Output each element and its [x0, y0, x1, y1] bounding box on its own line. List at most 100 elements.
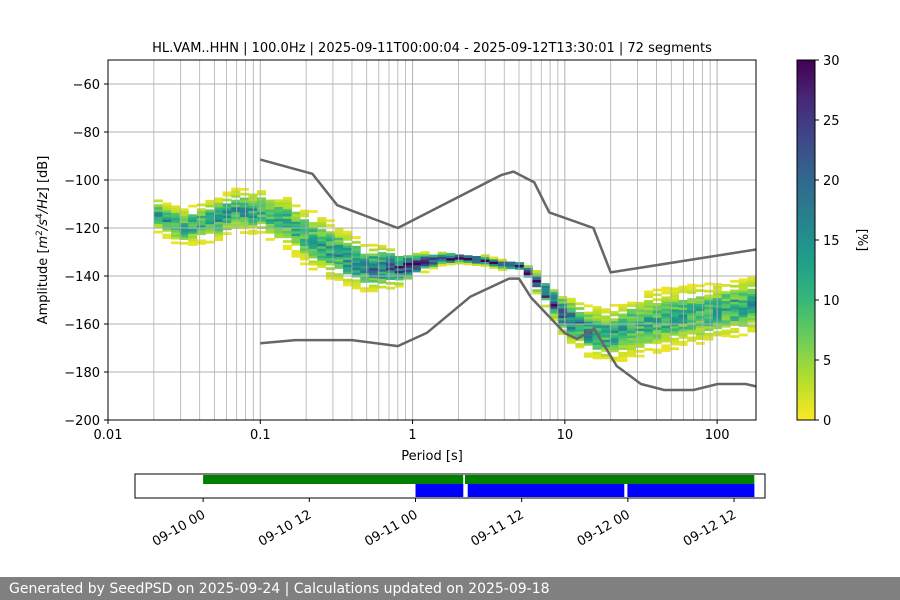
psd-density-cell — [626, 347, 636, 351]
psd-density-cell — [282, 228, 292, 231]
psd-density-cell — [291, 211, 301, 215]
psd-density-cell — [747, 279, 757, 282]
psd-density-cell — [162, 204, 172, 208]
psd-density-cell — [171, 229, 181, 233]
psd-density-cell — [282, 244, 292, 248]
colorbar-tick-label: 25 — [823, 114, 840, 129]
psd-density-cell — [291, 252, 301, 256]
psd-density-cell — [515, 266, 525, 270]
psd-density-cell — [386, 286, 396, 290]
psd-density-cell — [317, 257, 327, 261]
psd-density-cell — [635, 306, 645, 310]
psd-density-cell — [644, 304, 654, 308]
psd-density-cell — [566, 338, 576, 342]
psd-density-cell — [532, 279, 542, 283]
psd-density-cell — [231, 192, 241, 196]
psd-density-cell — [300, 233, 310, 237]
psd-density-cell — [205, 214, 215, 218]
psd-density-cell — [644, 302, 654, 306]
psd-density-cell — [738, 321, 748, 325]
psd-density-cell — [437, 254, 447, 257]
psd-density-cell — [403, 262, 413, 266]
psd-density-cell — [704, 304, 714, 307]
psd-density-cell — [274, 225, 284, 229]
psd-density-cell — [687, 319, 697, 323]
psd-density-cell — [377, 280, 387, 284]
psd-density-cell — [687, 286, 697, 289]
psd-density-cell — [300, 252, 310, 256]
psd-density-cell — [386, 281, 396, 285]
psd-density-cell — [687, 307, 697, 311]
psd-density-cell — [334, 237, 344, 241]
psd-density-cell — [205, 231, 215, 234]
psd-density-cell — [420, 260, 430, 264]
psd-density-cell — [300, 224, 310, 227]
psd-density-cell — [368, 260, 378, 264]
psd-density-cell — [188, 240, 198, 244]
psd-density-cell — [669, 294, 679, 298]
psd-density-cell — [583, 314, 593, 317]
psd-density-cell — [695, 332, 705, 336]
psd-density-cell — [721, 283, 731, 287]
psd-density-cell — [472, 263, 482, 267]
psd-density-cell — [196, 239, 206, 243]
psd-density-cell — [738, 280, 748, 284]
psd-density-cell — [652, 312, 662, 316]
psd-density-cell — [291, 216, 301, 220]
psd-density-cell — [661, 339, 671, 343]
psd-density-cell — [652, 324, 662, 328]
psd-density-cell — [730, 294, 740, 298]
psd-density-cell — [558, 332, 568, 335]
psd-density-cell — [179, 234, 189, 238]
psd-density-cell — [695, 303, 705, 307]
x-tick-label: 10 — [557, 428, 574, 443]
psd-density-cell — [549, 291, 559, 295]
psd-density-cell — [300, 248, 310, 251]
psd-density-cell — [695, 341, 705, 345]
psd-density-cell — [368, 270, 378, 273]
psd-density-cell — [618, 332, 628, 336]
psd-density-cell — [661, 308, 671, 312]
psd-density-cell — [282, 201, 292, 205]
psd-density-cell — [179, 217, 189, 221]
psd-density-cell — [368, 258, 378, 261]
psd-density-cell — [609, 330, 619, 334]
psd-density-cell — [188, 233, 198, 237]
psd-density-cell — [437, 258, 447, 262]
psd-density-cell — [377, 247, 387, 251]
psd-density-cell — [738, 314, 748, 318]
psd-density-cell — [325, 250, 335, 254]
psd-density-cell — [592, 327, 602, 331]
psd-density-cell — [609, 311, 619, 314]
psd-density-cell — [540, 290, 550, 294]
psd-density-cell — [566, 300, 576, 303]
psd-density-cell — [644, 314, 654, 318]
psd-density-cell — [618, 356, 628, 360]
psd-density-cell — [592, 310, 602, 314]
psd-density-cell — [730, 291, 740, 295]
psd-density-cell — [274, 216, 284, 220]
psd-density-cell — [575, 314, 585, 318]
psd-density-cell — [171, 210, 181, 214]
psd-density-cell — [403, 276, 413, 280]
psd-density-cell — [687, 290, 697, 294]
psd-density-cell — [583, 335, 593, 339]
psd-density-cell — [282, 208, 292, 212]
psd-density-cell — [601, 329, 611, 333]
psd-density-cell — [317, 241, 327, 244]
psd-density-cell — [730, 306, 740, 310]
psd-density-cell — [420, 251, 430, 255]
psd-density-cell — [171, 231, 181, 235]
psd-density-cell — [222, 213, 232, 216]
psd-density-cell — [652, 334, 662, 338]
psd-density-cell — [506, 261, 516, 265]
psd-density-cell — [368, 243, 378, 247]
psd-density-cell — [308, 222, 318, 225]
psd-density-cell — [300, 257, 310, 261]
psd-density-cell — [214, 221, 224, 225]
psd-segment — [415, 484, 464, 497]
psd-density-cell — [669, 308, 679, 312]
psd-density-cell — [317, 262, 327, 266]
psd-density-cell — [360, 287, 370, 291]
psd-density-cell — [351, 284, 361, 287]
